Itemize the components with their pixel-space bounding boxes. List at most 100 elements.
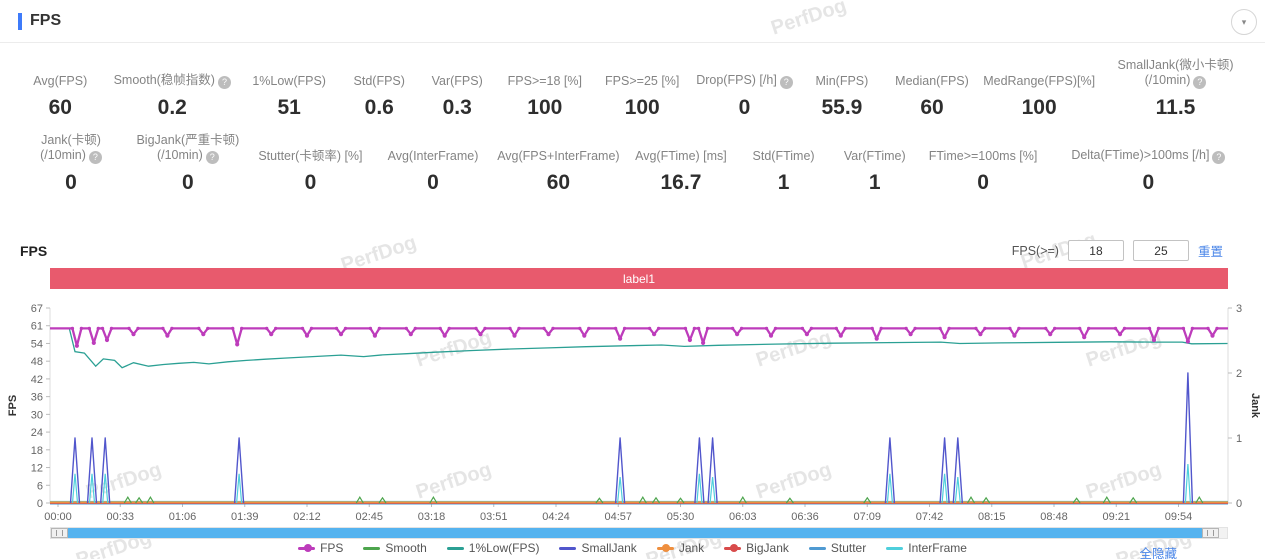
- x-axis-tick-label: 01:06: [169, 511, 197, 523]
- help-icon[interactable]: ?: [779, 76, 793, 89]
- legend-item-stutter[interactable]: Stutter: [808, 541, 866, 555]
- stat-avg-fps-interframe-: Avg(FPS+InterFrame) 60: [493, 132, 624, 195]
- help-icon[interactable]: ?: [88, 151, 102, 164]
- legend-item-smooth[interactable]: Smooth: [363, 541, 427, 555]
- y-axis-tick-label: 61: [31, 321, 43, 333]
- x-axis-tick-label: 06:03: [729, 511, 757, 523]
- stat-label: Avg(FPS): [33, 74, 88, 88]
- stat-label: FPS>=18 [%]: [507, 74, 582, 88]
- x-axis-tick-label: 08:15: [978, 511, 1006, 523]
- stat-label: Min(FPS): [815, 74, 869, 88]
- help-icon[interactable]: ?: [217, 76, 231, 89]
- chart-scrollbar[interactable]: [50, 527, 1228, 539]
- legend-label: SmallJank: [581, 541, 637, 555]
- x-axis-tick-label: 02:45: [355, 511, 383, 523]
- y-axis-tick-label: 0: [1236, 498, 1242, 510]
- collapse-button[interactable]: ▾: [1231, 9, 1257, 35]
- stat-label: Smooth(稳帧指数)?: [107, 57, 238, 89]
- stat-smooth-: Smooth(稳帧指数)? 0.2: [107, 57, 238, 120]
- y-axis-tick-label: 18: [31, 445, 43, 457]
- legend-item-interframe[interactable]: InterFrame: [886, 541, 967, 555]
- stat-medrange-fps-%-: MedRange(FPS)[%] 100: [978, 57, 1100, 120]
- stat-value: 1: [777, 171, 790, 194]
- x-axis-tick-label: 03:18: [418, 511, 446, 523]
- stat-label: Var(FTime): [843, 149, 906, 163]
- x-axis-tick-label: 00:33: [106, 511, 134, 523]
- stat-fps-25-%-: FPS>=25 [%] 100: [594, 57, 691, 120]
- legend-item-1-low-fps-[interactable]: 1%Low(FPS): [446, 541, 540, 555]
- stat-value: 55.9: [821, 96, 863, 119]
- legend-marker: [363, 546, 381, 550]
- stat-label: Avg(FTime) [ms]: [635, 149, 727, 163]
- stats-row-1: Avg(FPS) 60 Smooth(稳帧指数)? 0.2 1%Low(FPS) 51 St…: [14, 57, 1251, 120]
- stat-smalljank-10min-: SmallJank(微小卡顿) (/10min)? 11.5: [1100, 57, 1251, 120]
- reset-link[interactable]: 重置: [1197, 245, 1223, 259]
- stat-label: Delta(FTime)>100ms [/h]?: [1046, 132, 1251, 164]
- x-axis-tick-label: 07:09: [853, 511, 881, 523]
- scrollbar-right-handle[interactable]: [1202, 528, 1219, 538]
- legend-item-smalljank[interactable]: SmallJank: [559, 541, 637, 555]
- interframe-spikes: [71, 463, 1191, 504]
- x-axis-tick-label: 04:57: [604, 511, 632, 523]
- stat-1%low-fps-: 1%Low(FPS) 51: [238, 57, 340, 120]
- stat-label: MedRange(FPS)[%]: [983, 74, 1096, 88]
- stat-min-fps-: Min(FPS) 55.9: [798, 57, 886, 120]
- y-axis-tick-label: 1: [1236, 433, 1242, 445]
- x-axis-tick-label: 03:51: [480, 511, 508, 523]
- hide-all-link[interactable]: 全隐藏: [1139, 547, 1177, 559]
- stat-label: Jank(卡顿) (/10min)?: [40, 133, 102, 164]
- stat-avg-ftime-ms-: Avg(FTime) [ms] 16.7: [624, 132, 738, 195]
- stat-value: 100: [527, 96, 563, 119]
- y-axis-tick-label: 24: [31, 427, 43, 439]
- fps-threshold-input-high[interactable]: [1132, 240, 1189, 261]
- legend-marker: [298, 544, 316, 552]
- legend-marker: [808, 546, 826, 550]
- stat-var-fps-: Var(FPS) 0.3: [418, 57, 496, 120]
- stat-label: Avg(InterFrame): [387, 149, 479, 163]
- legend-label: InterFrame: [908, 541, 967, 555]
- chevron-down-icon: ▾: [1241, 16, 1247, 27]
- stat-std-ftime-: Std(FTime) 1: [738, 132, 829, 195]
- fps-threshold-input-low[interactable]: [1067, 240, 1124, 261]
- legend-item-jank[interactable]: Jank: [656, 541, 704, 555]
- stat-value: 0: [304, 171, 317, 194]
- x-axis-tick-label: 08:48: [1040, 511, 1068, 523]
- help-icon[interactable]: ?: [1193, 76, 1207, 89]
- header-accent-bar: [18, 13, 22, 30]
- stat-label: Median(FPS): [895, 74, 969, 88]
- stat-label: Avg(FPS+InterFrame): [497, 149, 620, 163]
- stats-section: Avg(FPS) 60 Smooth(稳帧指数)? 0.2 1%Low(FPS) 51 St…: [0, 43, 1265, 195]
- fps-threshold-controls: FPS(>=) 重置: [1012, 240, 1223, 261]
- legend-item-fps[interactable]: FPS: [298, 541, 343, 555]
- y-axis-tick-label: 3: [1236, 303, 1242, 315]
- legend-marker: [559, 546, 577, 550]
- stat-label: Var(FPS): [431, 74, 483, 88]
- help-icon[interactable]: ?: [205, 151, 219, 164]
- stat-label: BigJank(严重卡顿) (/10min)?: [136, 133, 240, 164]
- stat-label: FTime>=100ms [%]: [928, 149, 1038, 163]
- y-axis-tick-label: 67: [31, 303, 43, 315]
- label-banner: label1: [50, 268, 1228, 289]
- help-icon[interactable]: ?: [1212, 151, 1226, 164]
- y-axis-tick-label: 0: [37, 498, 43, 510]
- stat-std-fps-: Std(FPS) 0.6: [340, 57, 418, 120]
- stat-bigjank-10min-: BigJank(严重卡顿) (/10min)? 0: [128, 132, 248, 195]
- stat-value: 0: [977, 171, 989, 194]
- right-axis-title: Jank: [1249, 393, 1261, 419]
- legend-label: 1%Low(FPS): [468, 541, 540, 555]
- label-banner-text: label1: [622, 271, 656, 286]
- stat-value: 0.2: [157, 96, 187, 119]
- stat-label: Drop(FPS) [/h]?: [691, 57, 798, 89]
- y-axis-tick-label: 2: [1236, 368, 1242, 380]
- stat-value: 60: [48, 96, 72, 119]
- scrollbar-range[interactable]: [68, 528, 1202, 538]
- y-axis-tick-label: 36: [31, 392, 43, 404]
- y-axis-tick-label: 12: [31, 463, 43, 475]
- legend-item-bigjank[interactable]: BigJank: [724, 541, 789, 555]
- stat-median-fps-: Median(FPS) 60: [886, 57, 979, 120]
- scrollbar-left-handle[interactable]: [51, 528, 68, 538]
- chart-title: FPS: [20, 243, 48, 259]
- stat-value: 100: [1021, 96, 1057, 119]
